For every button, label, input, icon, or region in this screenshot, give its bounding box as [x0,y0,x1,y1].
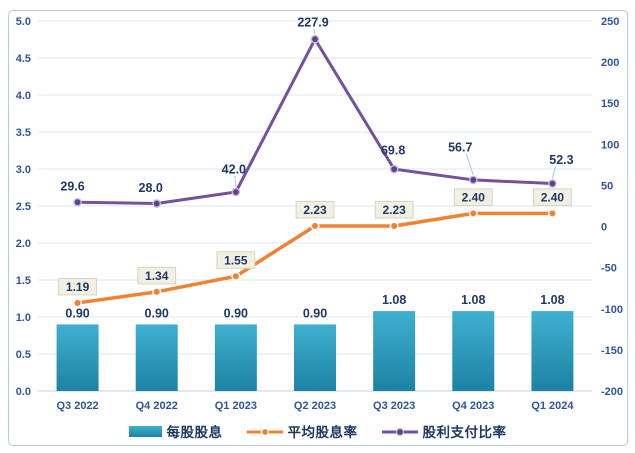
bar-data-label: 1.08 [540,293,564,307]
purple-line-swatch-icon [381,425,418,437]
avg-yield-data-label: 1.55 [224,253,248,267]
payout-ratio-data-label: 29.6 [60,180,84,194]
payout-ratio-data-label: 56.7 [448,140,472,154]
avg-yield-data-label: 2.23 [382,203,406,217]
bar [294,324,336,391]
avg-yield-marker [152,287,162,297]
left-axis-tick-label: 0.0 [16,386,31,398]
bar-data-label: 0.90 [303,306,327,320]
legend-item-avg-dividend-yield: 平均股息率 [246,421,358,441]
x-axis-tick-label: Q3 2023 [373,400,415,412]
avg-yield-marker [231,271,241,281]
payout-ratio-marker [548,179,557,188]
left-axis-tick-label: 0.5 [16,349,31,361]
right-axis-tick-label: 150 [601,98,619,110]
bar [56,324,99,391]
legend-label: 每股股息 [166,425,223,440]
avg-yield-marker [547,208,557,218]
payout-ratio-data-label: 28.0 [139,181,163,195]
legend-line-glyph [246,427,283,437]
right-axis-tick-label: -100 [601,304,623,316]
x-axis-tick-label: Q3 2022 [56,400,98,412]
payout-ratio-data-label: 52.3 [549,153,573,167]
payout-ratio-marker [231,187,241,197]
avg-yield-data-label: 1.34 [145,269,169,283]
left-axis-tick-label: 2.0 [16,238,31,250]
label-leader-line [465,153,474,176]
right-axis-tick-label: -150 [601,345,623,357]
avg-yield-label-box [216,251,256,269]
avg-yield-marker [73,298,83,308]
right-axis-tick-label: 0 [601,222,607,234]
legend-item-dividend-per-share: 每股股息 [128,421,223,441]
payout-ratio-marker [468,175,478,185]
avg-yield-data-label: 2.23 [303,203,327,217]
avg-yield-label-box [374,200,414,219]
left-axis-tick-label: 4.0 [16,90,31,102]
legend-item-payout-ratio: 股利支付比率 [381,421,507,441]
avg-yield-data-label: 2.40 [541,190,565,204]
legend-line-glyph [381,427,418,437]
left-axis-tick-label: 1.5 [16,275,31,287]
payout-ratio-marker [389,164,399,174]
x-axis-tick-label: Q1 2023 [215,400,257,412]
avg-yield-marker [310,221,320,231]
payout-ratio-marker [310,34,320,44]
left-axis-tick-label: 1.0 [16,312,31,324]
right-axis-tick-label: 250 [601,16,619,28]
x-axis-tick-label: Q4 2022 [136,400,178,412]
payout-ratio-marker [73,197,82,207]
left-axis-tick-label: 3.5 [16,127,31,139]
label-leader-line [551,166,556,179]
bar-data-label: 0.90 [224,306,248,320]
avg-yield-data-label: 1.19 [66,280,90,294]
avg-yield-label-box [295,200,335,219]
legend-label: 平均股息率 [287,425,358,440]
bar [214,324,257,391]
legend-marker [395,427,404,437]
right-axis-tick-label: 100 [601,139,619,151]
label-leader-line [234,175,237,188]
right-axis-tick-label: -50 [601,263,617,275]
left-axis-tick-label: 3.0 [16,164,31,176]
payout-ratio-data-label: 227.9 [297,16,328,30]
bar-data-label: 1.08 [461,293,485,307]
bar-series-swatch-icon [128,425,162,437]
avg-yield-label-box [137,266,177,285]
bar-data-label: 0.90 [145,306,169,320]
orange-line-swatch-icon [246,425,283,437]
left-axis-tick-label: 2.5 [16,201,31,213]
bar-data-label: 1.08 [382,293,406,307]
legend: 每股股息 平均股息率 股利支付比率 [0,420,635,442]
legend-marker [260,427,269,437]
bar [531,311,574,391]
left-axis-tick-label: 5.0 [16,16,31,28]
x-axis-tick-label: Q1 2024 [531,400,574,412]
bar [135,324,178,391]
avg-yield-data-label: 2.40 [462,190,486,204]
label-leader-line [313,29,316,35]
avg-yield-marker [389,221,399,231]
bar [452,311,495,391]
bar [373,311,416,391]
right-axis-tick-label: -200 [601,386,623,398]
payout-ratio-line [77,37,553,206]
payout-ratio-data-label: 42.0 [222,163,246,177]
right-axis-tick-label: 200 [601,57,619,69]
avg-yield-marker [468,208,478,218]
avg-yield-label-box [58,277,97,296]
payout-ratio-marker [152,199,162,208]
avg-yield-label-box [533,188,572,206]
bar-data-label: 0.90 [65,306,89,320]
x-axis-tick-label: Q2 2023 [294,400,336,412]
payout-ratio-data-label: 69.8 [381,144,405,158]
legend-label: 股利支付比率 [422,425,507,440]
avg-yield-label-box [453,188,493,206]
right-axis-tick-label: 50 [601,180,613,192]
x-axis-tick-label: Q4 2023 [452,400,494,412]
left-axis-tick-label: 4.5 [16,53,31,65]
